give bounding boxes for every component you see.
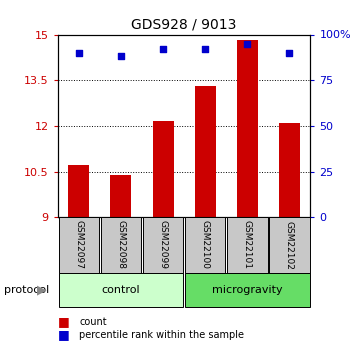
Text: GSM22098: GSM22098 <box>117 220 125 269</box>
Point <box>118 54 124 59</box>
Text: count: count <box>79 317 107 326</box>
Bar <box>269 217 310 273</box>
Text: ▶: ▶ <box>37 283 46 296</box>
Text: GSM22100: GSM22100 <box>201 220 210 269</box>
Bar <box>101 217 141 273</box>
Bar <box>279 123 300 217</box>
Bar <box>110 175 131 217</box>
Text: ■: ■ <box>58 328 70 341</box>
Bar <box>185 217 225 273</box>
Point <box>244 41 250 47</box>
Bar <box>185 273 310 307</box>
Point <box>202 46 208 52</box>
Text: control: control <box>102 285 140 295</box>
Text: protocol: protocol <box>4 285 49 295</box>
Text: percentile rank within the sample: percentile rank within the sample <box>79 330 244 339</box>
Text: GSM22099: GSM22099 <box>158 220 168 269</box>
Text: GSM22101: GSM22101 <box>243 220 252 269</box>
Text: microgravity: microgravity <box>212 285 283 295</box>
Point <box>76 50 82 56</box>
Point <box>287 50 292 56</box>
Text: GSM22097: GSM22097 <box>74 220 83 269</box>
Bar <box>152 121 174 217</box>
Bar <box>68 165 90 217</box>
Bar <box>143 217 183 273</box>
Bar <box>195 86 216 217</box>
Text: ■: ■ <box>58 315 70 328</box>
Bar <box>58 217 99 273</box>
Bar <box>227 217 268 273</box>
Point <box>160 46 166 52</box>
Text: GSM22102: GSM22102 <box>285 220 294 269</box>
Title: GDS928 / 9013: GDS928 / 9013 <box>131 18 237 32</box>
Bar <box>237 40 258 217</box>
Bar <box>58 273 183 307</box>
